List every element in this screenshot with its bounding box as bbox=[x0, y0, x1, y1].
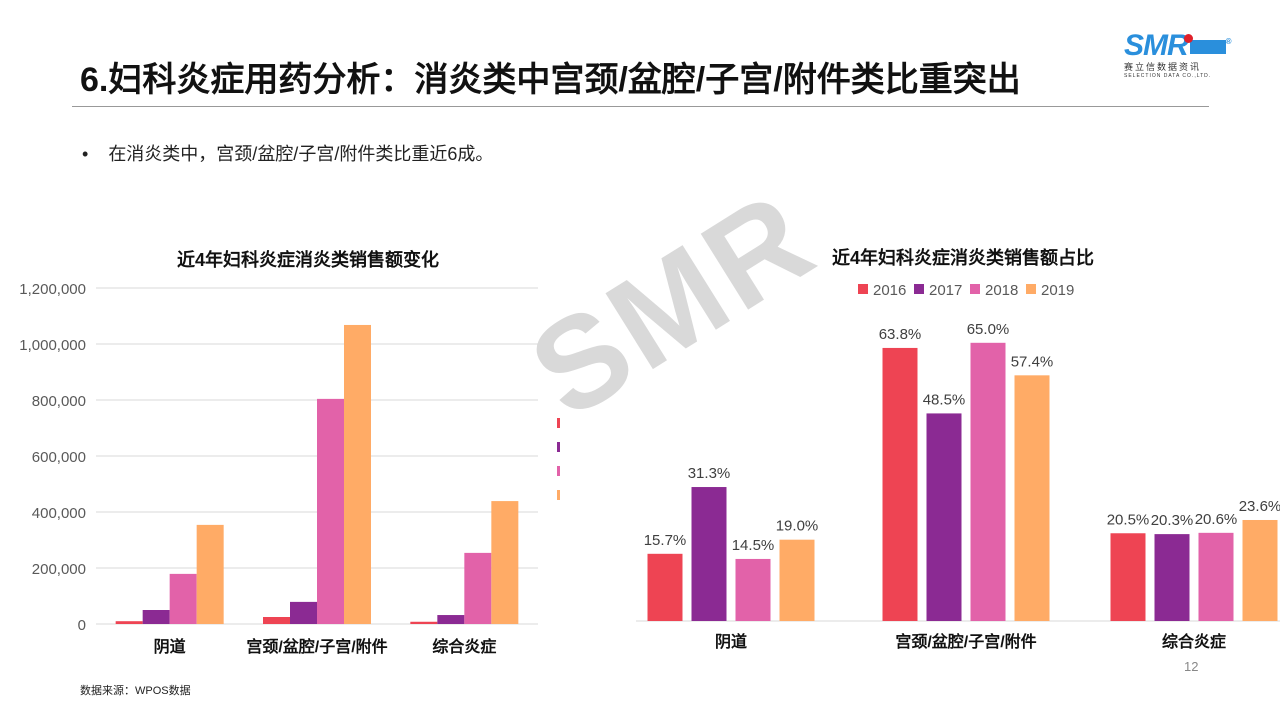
bar-2019 bbox=[344, 324, 371, 624]
x-category-label: 综合炎症 bbox=[1162, 632, 1226, 651]
bar-2019 bbox=[1242, 519, 1278, 621]
data-label: 63.8% bbox=[879, 326, 922, 343]
left-chart-title: 近4年妇科炎症消炎类销售额变化 bbox=[177, 250, 440, 270]
y-tick-label: 800,000 bbox=[32, 393, 86, 410]
legend-swatch bbox=[557, 466, 560, 476]
data-label: 20.3% bbox=[1151, 512, 1194, 529]
y-tick-label: 200,000 bbox=[32, 561, 86, 578]
bar-2019 bbox=[491, 501, 519, 624]
bar-2016 bbox=[647, 553, 683, 621]
bar-2017 bbox=[691, 487, 727, 621]
x-category-label: 综合炎症 bbox=[432, 637, 496, 656]
bar-2017 bbox=[1154, 534, 1190, 621]
x-category-label: 阴道 bbox=[154, 637, 186, 656]
x-category-label: 阴道 bbox=[715, 632, 747, 651]
y-tick-label: 1,200,000 bbox=[19, 281, 86, 298]
bar-2018 bbox=[464, 552, 492, 624]
data-label: 31.3% bbox=[688, 465, 731, 482]
bar-2018 bbox=[169, 573, 197, 624]
bar-2016 bbox=[410, 621, 438, 624]
y-tick-label: 400,000 bbox=[32, 505, 86, 522]
page-title: 6.妇科炎症用药分析：消炎类中宫颈/盆腔/子宫/附件类比重突出 bbox=[80, 61, 1021, 99]
bar-2017 bbox=[142, 610, 170, 624]
legend-swatch bbox=[1026, 284, 1036, 294]
data-label: 19.0% bbox=[776, 518, 819, 535]
legend-label: 2017 bbox=[929, 282, 962, 299]
bar-2016 bbox=[115, 621, 143, 624]
bar-2019 bbox=[1014, 375, 1050, 621]
legend-swatch bbox=[914, 284, 924, 294]
bar-2017 bbox=[290, 601, 317, 624]
data-label: 15.7% bbox=[644, 532, 687, 549]
legend-label: 2019 bbox=[1041, 282, 1074, 299]
bar-2019 bbox=[196, 524, 224, 624]
bar-2018 bbox=[317, 398, 344, 624]
bar-2018 bbox=[970, 342, 1006, 621]
data-label: 57.4% bbox=[1011, 353, 1054, 370]
data-label: 65.0% bbox=[967, 321, 1010, 338]
data-label: 14.5% bbox=[732, 537, 775, 554]
data-source: 数据来源：WPOS数据 bbox=[80, 685, 191, 697]
y-tick-label: 1,000,000 bbox=[19, 337, 86, 354]
left-bar-chart: 0 200,000 400,000 600,000 800,000 1,000,000 1,… bbox=[19, 281, 560, 656]
legend-swatch bbox=[970, 284, 980, 294]
bar-2017 bbox=[926, 413, 962, 621]
data-label: 23.6% bbox=[1239, 498, 1280, 515]
smr-logo: SMR ® 赛立信数据资讯 SELECTION DATA CO.,LTD. bbox=[1124, 29, 1232, 80]
bar-2017 bbox=[437, 615, 465, 624]
legend-label: 2018 bbox=[985, 282, 1018, 299]
bar-2016 bbox=[1110, 533, 1146, 621]
title-divider bbox=[72, 106, 1209, 107]
bar-2018 bbox=[735, 558, 771, 621]
page-number: 12 bbox=[1184, 659, 1199, 674]
data-label: 20.5% bbox=[1107, 511, 1150, 528]
bar-2016 bbox=[882, 347, 918, 621]
right-bar-chart: 15.7% 31.3% 14.5%19.0% 阴道 63.8% 48.5% 65.0%57.… bbox=[636, 282, 1280, 651]
data-label: 48.5% bbox=[923, 391, 966, 408]
bullet-point: • 在消炎类中，宫颈/盆腔/子宫/附件类比重近6成。 bbox=[82, 144, 494, 164]
legend-swatch bbox=[858, 284, 868, 294]
bar-2016 bbox=[263, 617, 290, 624]
right-chart-title: 近4年妇科炎症消炎类销售额占比 bbox=[832, 248, 1095, 268]
x-category-label: 宫颈/盆腔/子宫/附件 bbox=[895, 632, 1036, 651]
legend-swatch bbox=[557, 442, 560, 452]
x-category-label: 宫颈/盆腔/子宫/附件 bbox=[246, 637, 387, 656]
data-label: 20.6% bbox=[1195, 511, 1238, 528]
y-tick-label: 600,000 bbox=[32, 449, 86, 466]
y-tick-label: 0 bbox=[78, 617, 86, 634]
legend-label: 2016 bbox=[873, 282, 906, 299]
bar-2019 bbox=[779, 539, 815, 621]
legend-swatch bbox=[557, 418, 560, 428]
legend-swatch bbox=[557, 490, 560, 500]
bar-2018 bbox=[1198, 532, 1234, 621]
